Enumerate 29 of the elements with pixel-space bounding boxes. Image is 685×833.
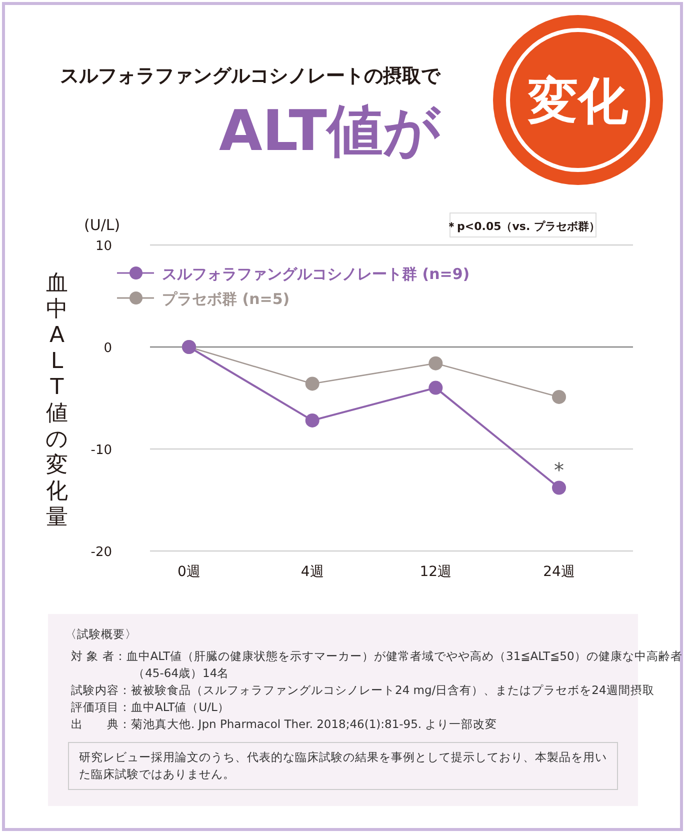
- x-tick-label: 4週: [300, 564, 324, 580]
- text: 対 象 者：血中ALT値（肝臓の健康状態を示すマーカー）が健常者域でやや高め（31≦ALT≦50）の健康な中高齢者（45-64歳）14名: [71, 648, 684, 682]
- legend-label: プラセボ群 (n=5): [162, 290, 290, 308]
- point: [552, 390, 566, 404]
- chart-subtitle: ALT値が: [219, 99, 442, 164]
- x-tick-label: 24週: [543, 564, 575, 580]
- x-tick-label: 0週: [178, 564, 200, 580]
- point: [305, 413, 320, 428]
- y-tick-label: 0: [104, 341, 112, 356]
- y-tick-label: -10: [90, 443, 112, 458]
- chart-title: スルフォラファングルコシノレートの摂取で: [60, 65, 441, 87]
- y-tick-label: -20: [90, 545, 112, 560]
- text: 出 典：菊池真大他. Jpn Pharmacol Ther. 2018;46(1):81-95. より一部改変: [71, 716, 498, 733]
- text: ＊p<0.05（vs. プラセボ群）: [446, 220, 600, 233]
- text: 〈試験概要〉: [65, 626, 138, 643]
- y-tick-label: 10: [95, 239, 112, 254]
- text: 研究レビュー採用論文のうち、代表的な臨床試験の結果を事例として提示しており、本製品を用いた臨床試験ではありません。: [68, 742, 618, 790]
- text: 血中ALT値の変化量: [46, 271, 68, 530]
- point: [305, 376, 320, 391]
- text: 試験内容：被被験食品（スルフォラファングルコシノレート24 mg/日含有）、またはプラセボを24週間摂取: [71, 682, 656, 699]
- text: 評価項目：血中ALT値（U/L）: [71, 699, 230, 716]
- legend-label: スルフォラファングルコシノレート群 (n=9): [162, 265, 470, 283]
- text: 変化: [527, 72, 629, 130]
- x-tick-label: 12週: [420, 564, 452, 580]
- annotation: *: [554, 458, 564, 482]
- point: [428, 380, 443, 395]
- point: [552, 480, 566, 495]
- text: (U/L): [84, 216, 120, 234]
- point: [428, 356, 443, 370]
